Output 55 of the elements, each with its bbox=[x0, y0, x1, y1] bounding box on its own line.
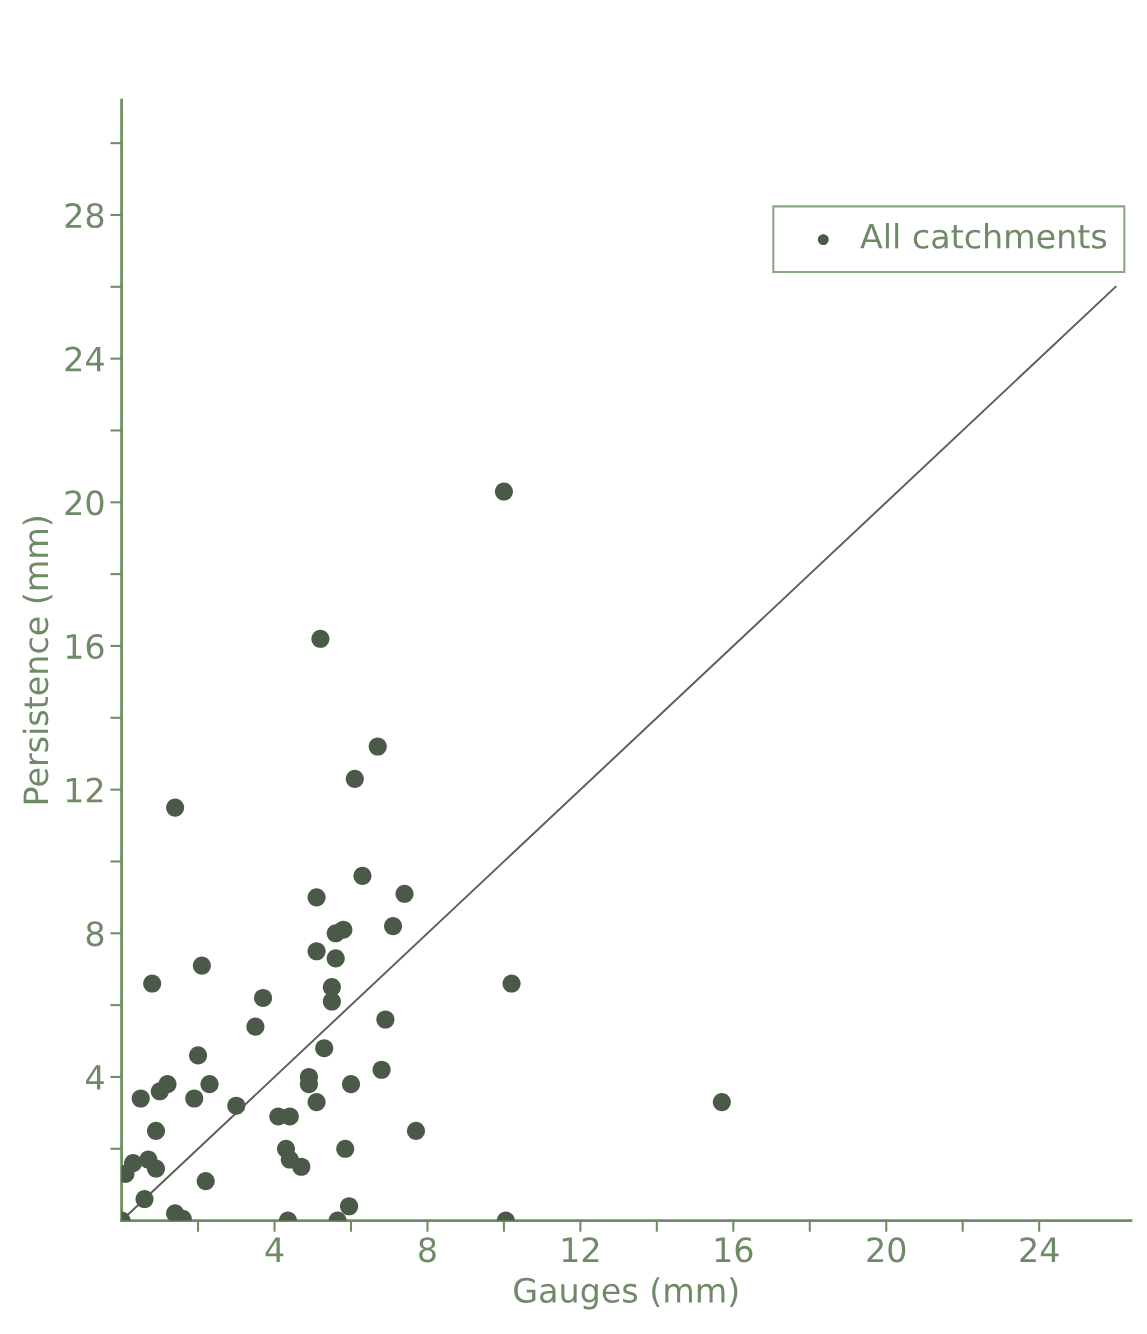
x-axis-title: Gauges (mm) bbox=[514, 1277, 738, 1310]
x-tick-label: 20 bbox=[867, 1237, 906, 1263]
y-tick-label: 28 bbox=[65, 202, 104, 229]
point bbox=[345, 769, 364, 788]
point bbox=[185, 1089, 204, 1108]
point bbox=[334, 920, 353, 939]
point bbox=[376, 1010, 395, 1029]
y-tick-label: 4 bbox=[86, 1065, 104, 1090]
point bbox=[336, 1139, 355, 1158]
point bbox=[368, 737, 387, 756]
point bbox=[246, 1017, 265, 1036]
x-tick-label: 8 bbox=[419, 1237, 436, 1263]
point bbox=[322, 992, 341, 1011]
point bbox=[395, 884, 414, 903]
point bbox=[340, 1197, 359, 1216]
point bbox=[307, 942, 326, 961]
point bbox=[353, 866, 372, 885]
point bbox=[143, 974, 162, 993]
point bbox=[494, 482, 513, 501]
x-tick-label: 12 bbox=[562, 1237, 599, 1262]
point bbox=[166, 798, 185, 817]
point bbox=[502, 974, 521, 993]
point bbox=[192, 956, 211, 975]
y-tick-label: 20 bbox=[65, 490, 104, 516]
point bbox=[315, 1039, 334, 1058]
point bbox=[146, 1121, 166, 1140]
point bbox=[341, 1075, 361, 1094]
y-tick-label: 8 bbox=[86, 921, 104, 947]
point bbox=[146, 1159, 166, 1178]
x-tick-label: 24 bbox=[1020, 1237, 1059, 1262]
point bbox=[311, 629, 330, 648]
point bbox=[196, 1172, 215, 1191]
point bbox=[200, 1075, 219, 1094]
y-tick-label: 16 bbox=[66, 633, 104, 660]
point bbox=[124, 1154, 143, 1173]
point bbox=[158, 1075, 177, 1094]
point bbox=[406, 1121, 426, 1140]
point bbox=[307, 888, 326, 907]
point bbox=[227, 1096, 246, 1115]
legend-label: All catchments bbox=[860, 223, 1107, 249]
point bbox=[383, 917, 403, 936]
x-tick-label: 16 bbox=[715, 1237, 753, 1263]
y-tick-label: 24 bbox=[65, 346, 104, 372]
x-tick-label: 4 bbox=[265, 1237, 284, 1262]
y-tick-label: 12 bbox=[66, 777, 103, 803]
y-axis-title: Persistence (mm) bbox=[22, 517, 53, 804]
point bbox=[131, 1089, 150, 1108]
point bbox=[253, 988, 273, 1007]
point bbox=[326, 949, 345, 968]
point bbox=[292, 1157, 311, 1176]
point bbox=[712, 1093, 731, 1112]
point bbox=[372, 1060, 391, 1079]
point bbox=[135, 1190, 154, 1209]
point bbox=[188, 1046, 208, 1065]
point bbox=[307, 1093, 326, 1112]
